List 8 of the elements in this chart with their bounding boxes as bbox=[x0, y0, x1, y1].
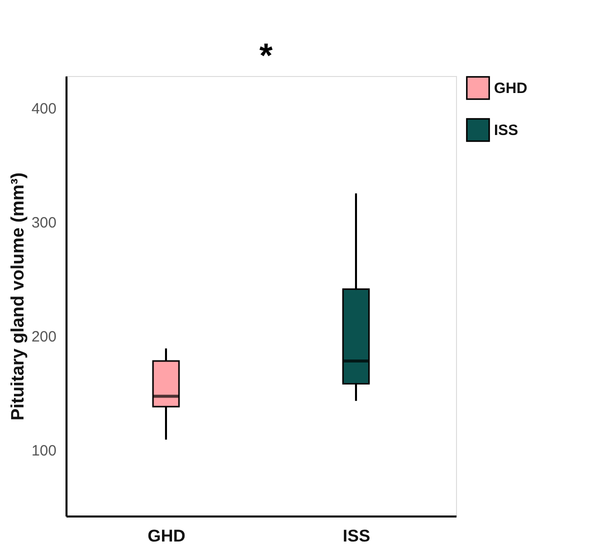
text: * bbox=[259, 37, 274, 75]
legend-label: ISS bbox=[494, 122, 518, 139]
y-tick-label: 300 bbox=[31, 214, 56, 232]
y-tick-label: 400 bbox=[31, 100, 56, 118]
y-tick-label: 100 bbox=[31, 442, 56, 460]
legend-label: GHD bbox=[494, 80, 528, 97]
y-tick-label: 200 bbox=[31, 328, 56, 346]
y-axis-title: Pituitary gland volume (mm³) bbox=[7, 172, 28, 421]
